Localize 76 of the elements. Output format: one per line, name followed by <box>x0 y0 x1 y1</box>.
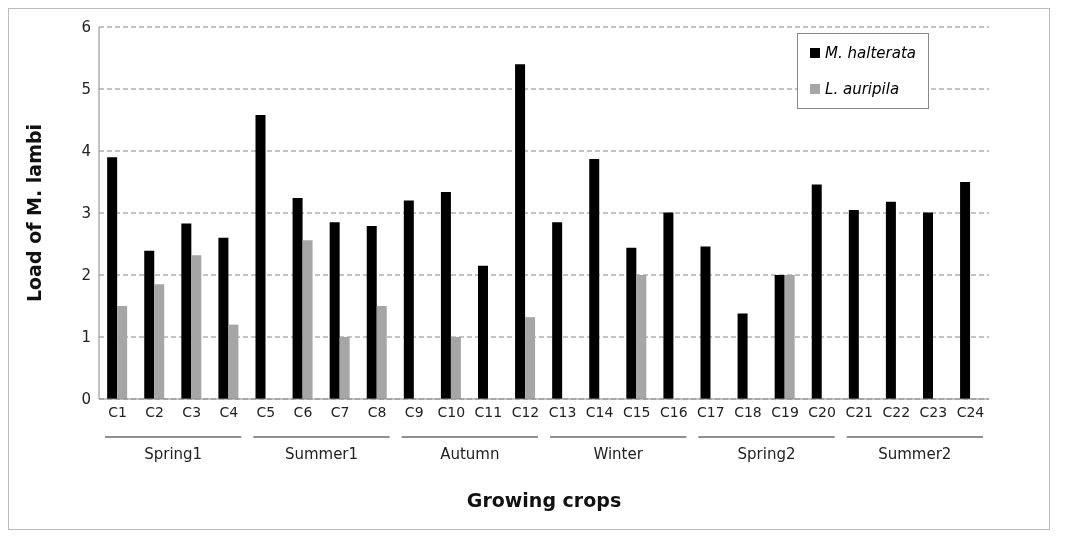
bar <box>228 324 239 399</box>
y-tick-label: 0 <box>81 390 91 409</box>
x-tick-label: C23 <box>919 403 948 420</box>
x-tick-label: C11 <box>474 403 503 420</box>
bar <box>403 200 414 399</box>
bar <box>811 184 822 399</box>
bar <box>922 212 933 399</box>
x-tick-label: C16 <box>659 403 688 420</box>
bar <box>366 226 377 399</box>
bar <box>181 223 192 399</box>
y-tick-label: 2 <box>81 266 91 285</box>
bar <box>774 275 785 399</box>
x-tick-label: C19 <box>771 403 799 420</box>
bar <box>784 275 795 399</box>
bar <box>292 198 303 399</box>
bar <box>191 255 202 399</box>
bar <box>700 246 711 399</box>
x-tick-label: C18 <box>734 403 762 420</box>
bar <box>154 284 165 399</box>
bar <box>589 159 600 399</box>
bar <box>515 64 526 399</box>
text: Winter <box>593 445 644 463</box>
x-tick-label: C17 <box>697 403 725 420</box>
bar <box>450 337 461 399</box>
x-tick-label: C9 <box>404 403 424 420</box>
y-tick-label: 1 <box>81 328 91 347</box>
x-tick-label: C14 <box>585 403 614 420</box>
x-tick-label: C3 <box>182 403 202 420</box>
bar <box>737 313 748 399</box>
x-tick-label: C1 <box>108 403 127 420</box>
legend-label: L. auripila <box>825 80 900 98</box>
x-tick-label: C8 <box>367 403 387 420</box>
y-tick-label: 3 <box>81 204 91 223</box>
text: Summer1 <box>284 445 359 463</box>
text: Summer2 <box>878 445 952 463</box>
x-tick-label: C24 <box>956 403 985 420</box>
bar <box>255 115 266 399</box>
bar <box>663 212 674 399</box>
x-tick-label: C21 <box>845 403 874 420</box>
x-tick-label: C12 <box>511 403 540 420</box>
x-tick-label: C22 <box>882 403 911 420</box>
bar <box>525 317 536 399</box>
x-tick-label: C6 <box>293 403 313 420</box>
bar <box>960 182 971 399</box>
bar <box>302 240 313 399</box>
x-tick-label: C20 <box>808 403 836 420</box>
text: Spring1 <box>144 445 203 463</box>
y-tick-label: 4 <box>81 142 91 161</box>
bar <box>339 337 350 399</box>
x-tick-label: C4 <box>219 403 239 420</box>
x-tick-label: C10 <box>437 403 466 420</box>
x-tick-label: C15 <box>622 403 651 420</box>
x-tick-label: C2 <box>145 403 164 420</box>
bar <box>376 306 387 399</box>
x-axis-title: Growing crops <box>466 489 622 511</box>
bar <box>144 250 155 399</box>
bar <box>117 306 128 399</box>
text: Spring2 <box>737 445 796 463</box>
y-tick-label: 6 <box>81 18 91 37</box>
x-tick-label: C5 <box>256 403 276 420</box>
y-axis-title: Load of M. lambi <box>22 123 45 303</box>
bar <box>107 157 118 399</box>
bar <box>329 222 340 399</box>
x-tick-label: C13 <box>548 403 577 420</box>
bar <box>477 265 488 399</box>
bar <box>626 247 637 399</box>
legend-label: M. halterata <box>825 44 916 62</box>
text: Autumn <box>440 445 500 463</box>
y-tick-label: 5 <box>81 80 91 99</box>
bar <box>885 201 896 399</box>
bar <box>218 237 229 399</box>
bar <box>848 209 859 399</box>
bar <box>552 222 563 399</box>
x-tick-label: C7 <box>330 403 350 420</box>
bar <box>636 275 647 399</box>
bar <box>440 191 451 399</box>
